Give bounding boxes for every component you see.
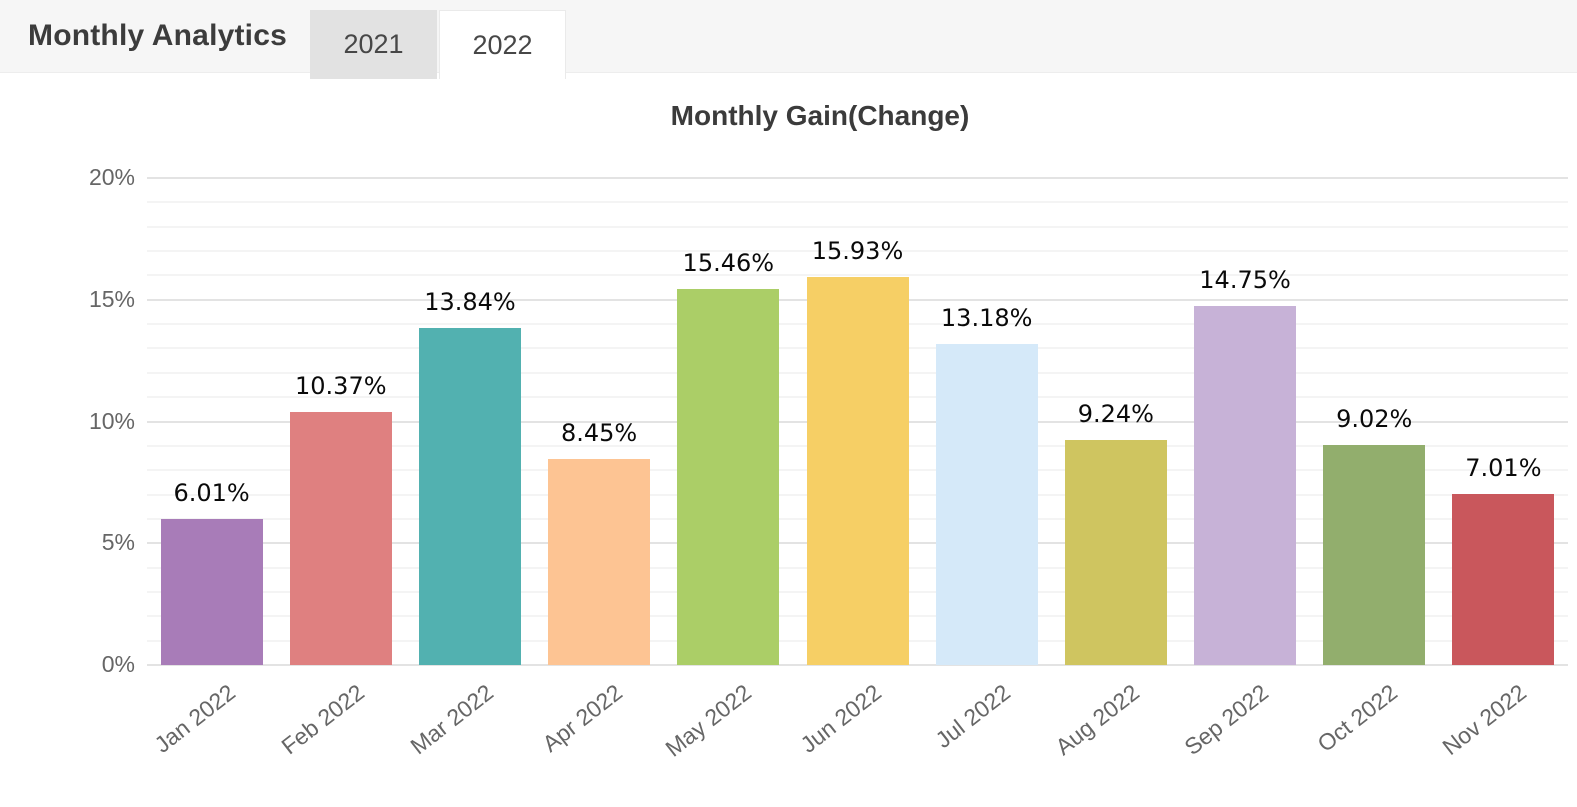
x-axis-tick: Oct 2022	[1312, 679, 1403, 757]
bar-mar-2022[interactable]	[418, 327, 521, 665]
bar-value-label: 9.02%	[1336, 405, 1413, 434]
bar-value-label: 15.93%	[811, 237, 904, 266]
bar-nov-2022[interactable]	[1452, 494, 1555, 665]
x-axis-tick: Apr 2022	[537, 679, 628, 757]
major-gridline	[147, 664, 1568, 666]
bar-value-label: 15.46%	[682, 248, 775, 277]
tab-2022[interactable]: 2022	[439, 10, 566, 79]
minor-gridline	[147, 250, 1568, 253]
y-axis-tick: 5%	[101, 529, 135, 556]
bar-aug-2022[interactable]	[1064, 440, 1167, 665]
bar-oct-2022[interactable]	[1323, 445, 1426, 665]
x-axis-tick: Jul 2022	[930, 679, 1015, 754]
page-title: Monthly Analytics	[28, 19, 287, 52]
x-axis-tick: Nov 2022	[1437, 679, 1532, 761]
x-axis-tick: Feb 2022	[276, 679, 369, 760]
bar-value-label: 10.37%	[295, 372, 387, 401]
bar-value-label: 13.18%	[940, 304, 1033, 333]
bar-jan-2022[interactable]	[160, 518, 263, 665]
x-axis-tick: Mar 2022	[405, 679, 498, 760]
bar-value-label: 13.84%	[424, 287, 516, 316]
y-axis-tick: 20%	[88, 164, 135, 190]
bar-may-2022[interactable]	[677, 288, 780, 665]
x-axis-tick: Jun 2022	[794, 679, 886, 758]
bar-value-label: 6.01%	[173, 478, 250, 507]
x-axis-tick: Aug 2022	[1050, 679, 1144, 761]
bar-value-label: 14.75%	[1199, 265, 1291, 294]
bar-jun-2022[interactable]	[806, 277, 909, 665]
bar-jul-2022[interactable]	[935, 344, 1038, 665]
header-bar: Monthly Analytics 2021 2022	[0, 0, 1577, 79]
y-axis-tick: 15%	[88, 285, 135, 312]
bar-value-label: 8.45%	[560, 419, 638, 448]
minor-gridline	[147, 274, 1568, 277]
tab-2021[interactable]: 2021	[310, 10, 437, 79]
x-axis-tick: Sep 2022	[1179, 679, 1274, 761]
bar-value-label: 9.24%	[1077, 400, 1154, 428]
x-axis-tick: Jan 2022	[149, 679, 240, 758]
bar-sep-2022[interactable]	[1194, 305, 1297, 665]
minor-gridline	[147, 201, 1568, 204]
bar-value-label: 7.01%	[1465, 454, 1542, 483]
chart-title: Monthly Gain(Change)	[670, 100, 970, 131]
major-gridline	[147, 177, 1568, 179]
bar-feb-2022[interactable]	[289, 412, 392, 665]
minor-gridline	[147, 225, 1568, 228]
x-axis-tick: May 2022	[660, 679, 757, 762]
y-axis-tick: 0%	[101, 651, 135, 677]
y-axis-tick: 10%	[88, 407, 135, 434]
bar-apr-2022[interactable]	[548, 459, 651, 665]
